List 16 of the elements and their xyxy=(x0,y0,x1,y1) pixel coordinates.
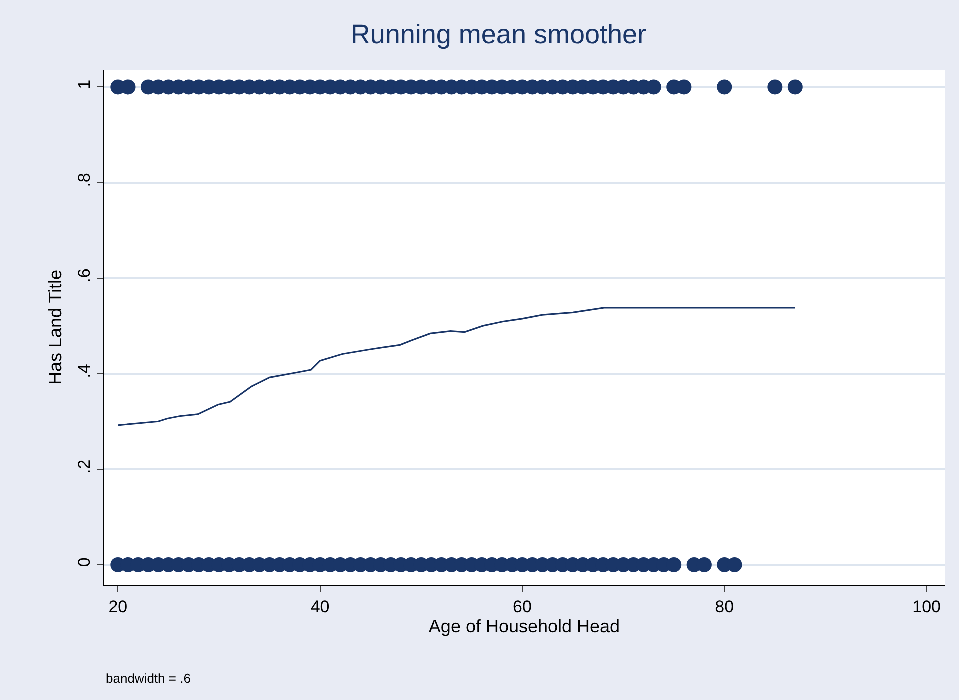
y-tick-label: .4 xyxy=(75,364,94,378)
y-tick-label: .6 xyxy=(75,268,94,283)
line-series xyxy=(117,307,796,426)
y-tick-label: 1 xyxy=(75,80,94,90)
x-tick-label: 80 xyxy=(715,597,734,616)
chart-title: Running mean smoother xyxy=(350,19,647,50)
x-tick-label: 20 xyxy=(108,597,128,616)
y-axis-title: Has Land Title xyxy=(45,270,66,386)
x-tick-label: 100 xyxy=(912,597,941,616)
x-axis-title: Age of Household Head xyxy=(428,616,620,636)
y-tick-label: 0 xyxy=(75,558,94,568)
y-tick-label: .2 xyxy=(75,460,94,474)
x-tick-label: 40 xyxy=(310,597,330,616)
x-tick-label: 60 xyxy=(513,597,532,616)
y-tick-label: .8 xyxy=(75,173,94,188)
text: bandwidth = .6 xyxy=(106,671,191,686)
